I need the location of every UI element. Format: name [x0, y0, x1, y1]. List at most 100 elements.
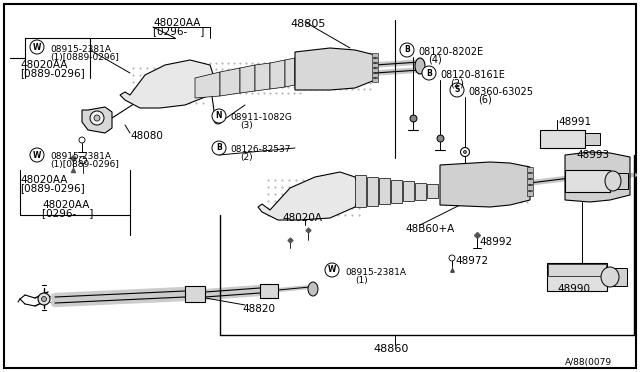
- Text: B: B: [426, 68, 432, 77]
- Text: 48020A: 48020A: [282, 213, 322, 223]
- Text: [0296-    ]: [0296- ]: [153, 26, 204, 36]
- Text: 08915-2381A: 08915-2381A: [50, 45, 111, 54]
- Bar: [547, 263, 607, 291]
- Circle shape: [79, 137, 85, 143]
- Text: 48805: 48805: [290, 19, 325, 29]
- Text: 48020AA: 48020AA: [20, 60, 67, 70]
- Bar: [403, 181, 414, 201]
- Bar: [527, 167, 533, 172]
- Circle shape: [212, 141, 226, 155]
- Text: (2): (2): [450, 78, 464, 88]
- Bar: [355, 175, 366, 207]
- Bar: [527, 191, 533, 196]
- Bar: [527, 185, 533, 190]
- Text: N: N: [216, 112, 222, 121]
- Text: 08915-2381A: 08915-2381A: [50, 152, 111, 161]
- Text: S: S: [454, 86, 460, 94]
- Text: (2): (2): [240, 153, 253, 162]
- Text: W: W: [328, 266, 336, 275]
- Text: 48820: 48820: [242, 304, 275, 314]
- Text: A/88(0079: A/88(0079: [565, 358, 612, 367]
- Text: 08120-8202E: 08120-8202E: [418, 47, 483, 57]
- Text: [0889-0296]: [0889-0296]: [20, 183, 84, 193]
- Polygon shape: [565, 152, 630, 202]
- Text: W: W: [33, 151, 41, 160]
- Polygon shape: [255, 63, 270, 91]
- Text: 08915-2381A: 08915-2381A: [345, 268, 406, 277]
- Text: B: B: [216, 144, 222, 153]
- Text: 08120-8161E: 08120-8161E: [440, 70, 505, 80]
- Bar: [415, 183, 426, 199]
- Bar: [427, 184, 438, 198]
- Bar: [585, 133, 600, 145]
- Circle shape: [38, 293, 50, 305]
- Text: B: B: [404, 45, 410, 55]
- Text: 48991: 48991: [558, 117, 591, 127]
- Polygon shape: [258, 172, 360, 220]
- Circle shape: [90, 111, 104, 125]
- Circle shape: [449, 255, 455, 261]
- Circle shape: [42, 296, 47, 301]
- Bar: [372, 53, 378, 57]
- Text: 48020AA: 48020AA: [153, 18, 200, 28]
- Circle shape: [214, 116, 222, 124]
- Circle shape: [30, 40, 44, 54]
- Circle shape: [422, 66, 436, 80]
- Text: (1): (1): [355, 276, 368, 285]
- Circle shape: [30, 148, 44, 162]
- Bar: [372, 58, 378, 62]
- Bar: [527, 173, 533, 178]
- Text: [0296-    ]: [0296- ]: [42, 208, 93, 218]
- Text: (1)[0889-0296]: (1)[0889-0296]: [50, 53, 119, 62]
- Bar: [372, 73, 378, 77]
- Polygon shape: [220, 68, 240, 96]
- Polygon shape: [82, 107, 112, 133]
- Text: 48B60+A: 48B60+A: [405, 224, 454, 234]
- Bar: [391, 180, 402, 202]
- Bar: [372, 68, 378, 72]
- Bar: [548, 264, 606, 276]
- Text: 48993: 48993: [576, 150, 609, 160]
- Text: (6): (6): [478, 95, 492, 105]
- Polygon shape: [295, 57, 305, 85]
- Text: 48992: 48992: [479, 237, 512, 247]
- Bar: [372, 63, 378, 67]
- Text: W: W: [33, 42, 41, 51]
- Bar: [607, 268, 627, 286]
- Text: 08126-82537: 08126-82537: [230, 145, 291, 154]
- Circle shape: [94, 115, 100, 121]
- Text: (3): (3): [240, 121, 253, 130]
- Text: 08360-63025: 08360-63025: [468, 87, 533, 97]
- Polygon shape: [240, 65, 255, 93]
- Circle shape: [400, 43, 414, 57]
- Bar: [527, 179, 533, 184]
- Text: 48990: 48990: [557, 284, 590, 294]
- Ellipse shape: [605, 171, 621, 191]
- Polygon shape: [285, 58, 295, 87]
- Bar: [260, 284, 278, 298]
- Polygon shape: [295, 48, 375, 90]
- Text: 48020AA: 48020AA: [20, 175, 67, 185]
- Bar: [379, 178, 390, 204]
- Polygon shape: [120, 60, 215, 108]
- Text: 48080: 48080: [130, 131, 163, 141]
- Ellipse shape: [415, 58, 425, 74]
- Bar: [610, 173, 628, 189]
- Circle shape: [461, 148, 470, 157]
- Circle shape: [463, 151, 467, 154]
- Bar: [372, 78, 378, 82]
- Circle shape: [450, 83, 464, 97]
- Bar: [367, 176, 378, 205]
- Circle shape: [325, 263, 339, 277]
- Polygon shape: [440, 162, 530, 207]
- Ellipse shape: [601, 267, 619, 287]
- Polygon shape: [270, 60, 285, 89]
- Bar: [565, 170, 610, 192]
- Text: (1)[0889-0296]: (1)[0889-0296]: [50, 160, 119, 169]
- Bar: [185, 286, 205, 302]
- Text: 48972: 48972: [455, 256, 488, 266]
- Text: 48020AA: 48020AA: [42, 200, 90, 210]
- Text: [0889-0296]: [0889-0296]: [20, 68, 84, 78]
- Text: 08911-1082G: 08911-1082G: [230, 113, 292, 122]
- Bar: [540, 130, 585, 148]
